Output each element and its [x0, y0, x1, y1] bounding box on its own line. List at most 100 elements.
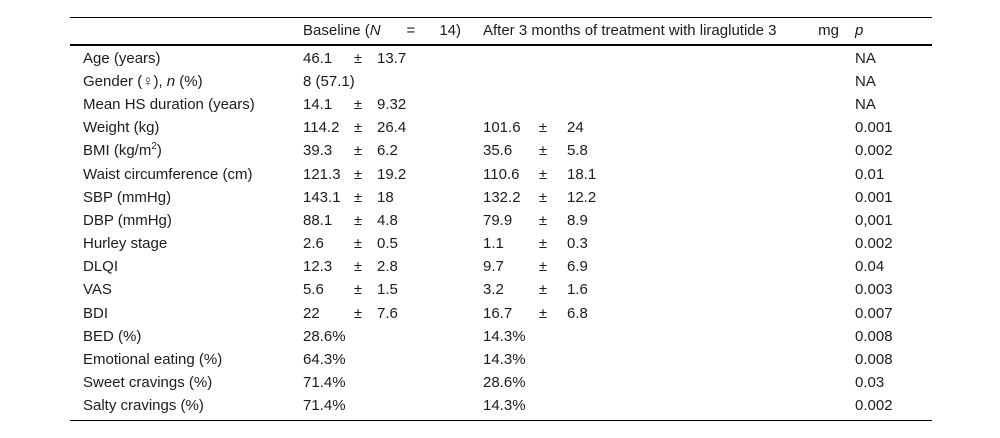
baseline-mean: 5.6 — [303, 281, 324, 299]
p-cell: 0.002 — [855, 397, 932, 414]
after-cell: 9.7 ±6.9 — [483, 258, 855, 275]
table-row-waist: Waist circumference (cm) 121.3 ±19.2 110.… — [70, 162, 932, 185]
baseline-cell: 64.3% — [303, 351, 483, 368]
baseline-sd: 1.5 — [377, 281, 398, 299]
table-row-emotional-eating: Emotional eating (%) 64.3% 14.3% 0.008 — [70, 348, 932, 371]
p-cell: NA — [855, 50, 932, 67]
baseline-mean: 71.4% — [303, 374, 346, 392]
baseline-mean: 46.1 — [303, 49, 333, 67]
baseline-sd: 7.6 — [377, 304, 398, 322]
header-baseline-n: N — [369, 22, 381, 40]
p-value: 0.002 — [855, 397, 893, 415]
header-p: p — [855, 22, 932, 39]
after-mean: 14.3% — [483, 397, 526, 415]
after-sd: 18.1 — [567, 165, 597, 183]
after-mean: 1.1 — [483, 235, 504, 253]
table-row-bmi: BMI (kg/m2) 39.3 ±6.2 35.6 ±5.8 0.002 — [70, 139, 932, 162]
p-cell: 0.002 — [855, 142, 932, 159]
table-row-hurley: Hurley stage 2.6 ±0.5 1.1 ±0.3 0.002 — [70, 232, 932, 255]
table-row-dlqi: DLQI 12.3 ±2.8 9.7 ±6.9 0.04 — [70, 255, 932, 278]
baseline-cell: 28.6% — [303, 328, 483, 345]
row-label-superscript: 2 — [151, 141, 157, 153]
baseline-cell: 22 ±7.6 — [303, 305, 483, 322]
p-value: 0.001 — [855, 188, 893, 206]
p-value: 0.002 — [855, 142, 893, 160]
plus-minus-sign: ± — [353, 235, 363, 253]
results-table: Baseline (N = 14) After 3 months of treatm… — [70, 17, 932, 421]
baseline-mean: 143.1 — [303, 188, 341, 206]
after-mean: 3.2 — [483, 281, 504, 299]
after-sd: 8.9 — [567, 211, 588, 229]
table-row-gender: Gender (♀), n (%) 8 (57.1) NA — [70, 70, 932, 93]
p-cell: 0.002 — [855, 235, 932, 252]
row-label: Age (years) — [70, 50, 303, 67]
after-mean: 110.6 — [483, 165, 520, 183]
baseline-cell: 121.3 ±19.2 — [303, 166, 483, 183]
after-sd: 24 — [567, 119, 584, 137]
baseline-cell: 46.1 ±13.7 — [303, 50, 483, 67]
row-label-text: VAS — [83, 281, 112, 299]
baseline-cell: 114.2 ±26.4 — [303, 119, 483, 136]
p-value: 0.007 — [855, 304, 893, 322]
row-label-text: DLQI — [83, 258, 119, 276]
baseline-cell: 88.1 ±4.8 — [303, 212, 483, 229]
plus-minus-sign: ± — [353, 49, 363, 67]
p-value: 0.04 — [855, 258, 885, 276]
header-p-label: p — [855, 22, 864, 40]
table-row-salty-cravings: Salty cravings (%) 71.4% 14.3% 0.002 — [70, 394, 932, 417]
baseline-cell: 14.1 ±9.32 — [303, 96, 483, 113]
after-cell: 79.9 ±8.9 — [483, 212, 855, 229]
baseline-mean: 12.3 — [303, 258, 333, 276]
table-header: Baseline (N = 14) After 3 months of treatm… — [70, 18, 932, 46]
baseline-sd: 19.2 — [377, 165, 407, 183]
row-label: Mean HS duration (years) — [70, 96, 303, 113]
table-row-dbp: DBP (mmHg) 88.1 ±4.8 79.9 ±8.9 0,001 — [70, 209, 932, 232]
plus-minus-sign: ± — [538, 304, 548, 322]
row-label-text: BMI (kg/m — [83, 142, 152, 160]
row-label: VAS — [70, 281, 303, 298]
baseline-mean: 22 — [303, 304, 320, 322]
row-label: Emotional eating (%) — [70, 351, 303, 368]
baseline-cell: 143.1 ±18 — [303, 189, 483, 206]
p-cell: 0.008 — [855, 351, 932, 368]
after-mean: 14.3% — [483, 351, 526, 369]
baseline-cell: 5.6 ±1.5 — [303, 281, 483, 298]
row-label: BDI — [70, 305, 303, 322]
row-label: Waist circumference (cm) — [70, 166, 303, 183]
p-value: NA — [855, 49, 876, 67]
p-cell: NA — [855, 96, 932, 113]
p-cell: 0.03 — [855, 374, 932, 391]
header-baseline: Baseline (N = 14) — [303, 22, 483, 39]
baseline-mean: 28.6% — [303, 327, 346, 345]
after-sd: 1.6 — [567, 281, 588, 299]
row-label-text: (%) — [175, 72, 203, 90]
baseline-sd: 26.4 — [377, 119, 407, 137]
p-value: 0.002 — [855, 235, 893, 253]
row-label-text: Mean HS duration (years) — [83, 95, 255, 113]
p-cell: 0,001 — [855, 212, 932, 229]
p-value: 0.01 — [855, 165, 885, 183]
baseline-sd: 2.8 — [377, 258, 398, 276]
plus-minus-sign: ± — [353, 281, 363, 299]
plus-minus-sign: ± — [538, 235, 548, 253]
after-mean: 132.2 — [483, 188, 521, 206]
row-label: Weight (kg) — [70, 119, 303, 136]
header-baseline-pre: Baseline ( — [303, 22, 370, 40]
p-cell: 0.001 — [855, 189, 932, 206]
plus-minus-sign: ± — [353, 95, 363, 113]
row-label: BED (%) — [70, 328, 303, 345]
after-cell: 110.6 ±18.1 — [483, 166, 855, 183]
baseline-cell: 71.4% — [303, 397, 483, 414]
row-label-text: Emotional eating (%) — [83, 351, 223, 369]
after-cell: 16.7 ±6.8 — [483, 305, 855, 322]
after-cell: 1.1 ±0.3 — [483, 235, 855, 252]
p-cell: 0.001 — [855, 119, 932, 136]
baseline-cell: 2.6 ±0.5 — [303, 235, 483, 252]
header-baseline-eq: = — [406, 22, 416, 40]
row-label: Gender (♀), n (%) — [70, 73, 303, 90]
p-value: NA — [855, 95, 876, 113]
baseline-mean: 88.1 — [303, 211, 333, 229]
after-sd: 12.2 — [567, 188, 597, 206]
row-label-text: SBP (mmHg) — [83, 188, 172, 206]
table-row-hs-duration: Mean HS duration (years) 14.1 ±9.32 NA — [70, 93, 932, 116]
